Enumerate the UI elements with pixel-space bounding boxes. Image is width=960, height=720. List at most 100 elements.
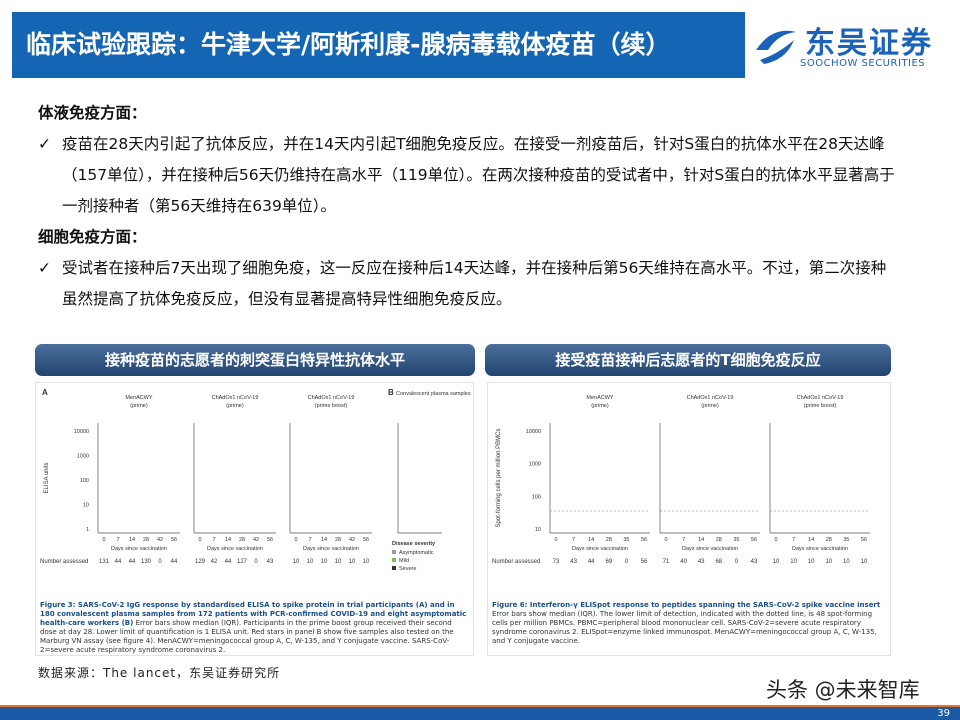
section-heading: 细胞免疫方面： bbox=[38, 228, 147, 246]
count: 10 bbox=[790, 559, 797, 565]
group-sub: (prime) bbox=[226, 403, 244, 409]
group-sub: (prime) bbox=[130, 403, 148, 409]
count: 10 bbox=[773, 559, 780, 565]
y-tick-label: 1000 bbox=[529, 462, 541, 468]
y-tick-label: 100 bbox=[80, 478, 89, 484]
page-number: 39 bbox=[937, 708, 950, 719]
group-sub: (prime boost) bbox=[804, 403, 837, 409]
group-name: ChAdOx1 nCoV-19 bbox=[797, 395, 844, 401]
group-sub: (prime) bbox=[591, 403, 609, 409]
x-tick-label: 14 bbox=[808, 537, 814, 543]
panel-label: B bbox=[388, 388, 394, 397]
x-tick-label: 14 bbox=[225, 537, 231, 543]
y-tick-label: 1 bbox=[86, 527, 89, 533]
group-name: ChAdOx1 nCoV-19 bbox=[308, 395, 355, 401]
count: 10 bbox=[293, 559, 300, 565]
logo-name-en: SOOCHOW SECURITIES bbox=[800, 58, 926, 69]
x-tick-label: 35 bbox=[843, 537, 849, 543]
count: 0 bbox=[625, 559, 629, 565]
x-tick-label: 0 bbox=[554, 537, 557, 543]
x-tick-label: 0 bbox=[294, 537, 297, 543]
caption: Figure 3: SARS-CoV-2 IgG response by sta… bbox=[40, 601, 469, 655]
count: 0 bbox=[254, 559, 258, 565]
x-tick-label: 0 bbox=[102, 537, 105, 543]
x-axis-label: Days since vaccination bbox=[303, 546, 359, 552]
x-tick-label: 28 bbox=[716, 537, 722, 543]
x-tick-label: 14 bbox=[588, 537, 594, 543]
count: 129 bbox=[195, 559, 206, 565]
legend-label: Asymptomatic bbox=[399, 550, 434, 556]
logo-name: 东吴证券 bbox=[805, 26, 933, 61]
count: 43 bbox=[570, 559, 577, 565]
x-axis-label: Days since vaccination bbox=[572, 546, 628, 552]
y-tick-label: 1000 bbox=[77, 454, 89, 460]
panel-label: A bbox=[42, 388, 48, 397]
count: 10 bbox=[861, 559, 868, 565]
x-tick-label: 7 bbox=[682, 537, 685, 543]
bullet: 疫苗在28天内引起了抗体反应，并在14天内引起T细胞免疫反应。在接受一剂疫苗后，… bbox=[38, 129, 898, 222]
group-name: ChAdOx1 nCoV-19 bbox=[212, 395, 259, 401]
x-tick-label: 14 bbox=[698, 537, 704, 543]
count: 43 bbox=[698, 559, 705, 565]
caption-title: Figure 6: Interferon-γ ELISpot response … bbox=[492, 601, 881, 609]
x-tick-label: 28 bbox=[826, 537, 832, 543]
count: 44 bbox=[588, 559, 595, 565]
count: 10 bbox=[321, 559, 328, 565]
row-label: Number assessed bbox=[40, 559, 88, 565]
row-label: Number assessed bbox=[492, 559, 540, 565]
count: 43 bbox=[267, 559, 274, 565]
legend-swatch bbox=[392, 558, 396, 562]
y-tick-label: 10 bbox=[83, 503, 89, 509]
count: 10 bbox=[808, 559, 815, 565]
figure-title: 接种疫苗的志愿者的刺突蛋白特异性抗体水平 bbox=[35, 344, 475, 376]
y-tick-label: 10000 bbox=[74, 429, 89, 435]
bullet: 受试者在接种后7天出现了细胞免疫，这一反应在接种后14天达峰，并在接种后第56天… bbox=[38, 253, 898, 315]
count: 10 bbox=[825, 559, 832, 565]
x-tick-label: 56 bbox=[861, 537, 867, 543]
count: 42 bbox=[211, 559, 218, 565]
legend-title: Disease severity bbox=[392, 541, 436, 547]
caption-title: Figure 3: SARS-CoV-2 IgG response by sta… bbox=[40, 601, 467, 627]
slide-title: 临床试验跟踪：牛津大学/阿斯利康-腺病毒载体疫苗（续） bbox=[12, 12, 745, 78]
x-tick-label: 14 bbox=[321, 537, 327, 543]
text-body: 体液免疫方面： 疫苗在28天内引起了抗体反应，并在14天内引起T细胞免疫反应。在… bbox=[38, 98, 898, 315]
figure-plot: Spot-forming cells per million PBMCs 1000… bbox=[492, 395, 870, 565]
count: 10 bbox=[843, 559, 850, 565]
x-tick-label: 35 bbox=[733, 537, 739, 543]
count: 68 bbox=[715, 559, 722, 565]
x-tick-label: 28 bbox=[239, 537, 245, 543]
x-axis-label: Days since vaccination bbox=[111, 546, 167, 552]
x-tick-label: 0 bbox=[664, 537, 667, 543]
y-tick-label: 10000 bbox=[526, 429, 541, 435]
x-axis-label: Days since vaccination bbox=[207, 546, 263, 552]
logo-icon bbox=[756, 30, 796, 64]
footer-bar bbox=[0, 707, 960, 720]
count: 69 bbox=[605, 559, 612, 565]
x-tick-label: 7 bbox=[572, 537, 575, 543]
x-tick-label: 0 bbox=[774, 537, 777, 543]
group-name: MenACWY bbox=[125, 395, 153, 401]
count: 73 bbox=[553, 559, 560, 565]
x-tick-label: 28 bbox=[606, 537, 612, 543]
group-sub: (prime boost) bbox=[315, 403, 348, 409]
legend-swatch bbox=[392, 550, 396, 554]
group-sub: (prime) bbox=[701, 403, 719, 409]
caption-body: Error bars show median (IQR). Participan… bbox=[40, 619, 454, 654]
x-tick-label: 0 bbox=[198, 537, 201, 543]
x-tick-label: 56 bbox=[171, 537, 177, 543]
count: 10 bbox=[335, 559, 342, 565]
x-tick-label: 7 bbox=[212, 537, 215, 543]
caption-body: Error bars show median (IQR). The lower … bbox=[492, 610, 877, 645]
x-axis-label: Days since vaccination bbox=[682, 546, 738, 552]
panel-b-title: Convalescent plasma samples bbox=[396, 391, 471, 397]
count: 44 bbox=[129, 559, 136, 565]
count: 131 bbox=[99, 559, 110, 565]
x-tick-label: 35 bbox=[623, 537, 629, 543]
count: 40 bbox=[680, 559, 687, 565]
x-tick-label: 28 bbox=[143, 537, 149, 543]
x-tick-label: 7 bbox=[792, 537, 795, 543]
x-tick-label: 7 bbox=[308, 537, 311, 543]
y-axis-label: Spot-forming cells per million PBMCs bbox=[496, 428, 502, 527]
figure: Spot-forming cells per million PBMCs 1000… bbox=[487, 382, 891, 656]
